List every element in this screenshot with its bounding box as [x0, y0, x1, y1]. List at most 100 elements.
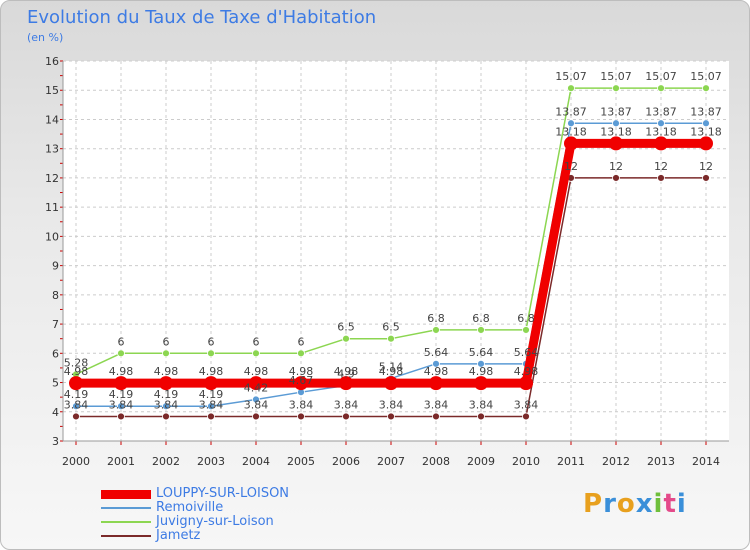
- data-label: 13.87: [555, 105, 587, 118]
- x-tick-label: 2011: [557, 455, 585, 468]
- legend-label-juvigny: Juvigny-sur-Loison: [156, 514, 274, 529]
- x-tick-label: 2008: [422, 455, 450, 468]
- data-point: [249, 376, 263, 391]
- legend-label-remoiville: Remoiville: [156, 500, 224, 515]
- data-point: [432, 326, 440, 334]
- data-label: 3.84: [379, 398, 404, 411]
- data-label: 4.98: [424, 365, 449, 378]
- data-point: [612, 119, 620, 128]
- data-label: 4.98: [334, 365, 359, 378]
- data-point: [522, 412, 530, 421]
- x-tick-label: 2002: [152, 455, 180, 468]
- data-label: 6.5: [382, 321, 400, 334]
- data-point: [117, 402, 125, 411]
- y-tick-label: 3: [52, 435, 59, 448]
- data-point: [477, 412, 485, 421]
- data-label: 6: [163, 335, 170, 348]
- legend-label-louppy: LOUPPY-SUR-LOISON: [156, 486, 290, 501]
- data-point: [339, 376, 353, 391]
- data-label: 5.64: [469, 346, 494, 359]
- data-point: [432, 359, 440, 368]
- chart-subtitle: (en %): [27, 31, 64, 44]
- data-label: 4.19: [199, 388, 224, 401]
- data-point: [69, 376, 83, 391]
- data-point: [612, 84, 620, 93]
- data-point: [702, 119, 710, 128]
- logo-letter: x: [635, 489, 654, 519]
- data-label: 4.19: [64, 388, 89, 401]
- data-label: 3.84: [64, 398, 89, 411]
- y-tick-label: 15: [45, 84, 59, 97]
- x-tick-label: 2007: [377, 455, 405, 468]
- y-tick-label: 9: [52, 260, 59, 273]
- y-tick-label: 11: [45, 201, 59, 214]
- data-point: [702, 174, 710, 182]
- data-point: [117, 349, 125, 358]
- data-label: 13.18: [600, 125, 632, 138]
- data-point: [657, 119, 665, 128]
- data-point: [342, 334, 350, 343]
- data-label: 4.19: [109, 388, 134, 401]
- data-point: [252, 349, 260, 358]
- data-point: [204, 376, 218, 391]
- x-tick-label: 2003: [197, 455, 225, 468]
- x-tick-label: 2001: [107, 455, 135, 468]
- data-label: 13.87: [645, 105, 677, 118]
- data-point: [117, 412, 125, 421]
- data-point: [474, 376, 488, 391]
- data-point: [564, 136, 578, 151]
- data-point: [567, 84, 575, 93]
- y-tick-label: 8: [52, 289, 59, 302]
- data-point: [159, 376, 173, 391]
- data-point: [384, 376, 398, 391]
- data-label: 15.07: [645, 70, 677, 83]
- data-point: [207, 412, 215, 421]
- data-label: 15.07: [555, 70, 587, 83]
- y-tick-label: 5: [52, 377, 59, 390]
- data-point: [612, 174, 620, 182]
- x-tick-label: 2006: [332, 455, 360, 468]
- data-point: [162, 349, 170, 358]
- data-point: [387, 334, 395, 343]
- y-tick-label: 4: [52, 406, 59, 419]
- data-label: 6: [298, 335, 305, 348]
- data-label: 6.8: [517, 312, 535, 325]
- y-tick-label: 14: [45, 113, 59, 126]
- data-label: 12: [654, 160, 668, 173]
- data-point: [654, 136, 668, 151]
- data-label: 6.5: [337, 321, 355, 334]
- data-point: [429, 376, 443, 391]
- data-label: 13.87: [690, 105, 722, 118]
- data-label: 5.14: [379, 360, 404, 373]
- x-tick-label: 2014: [692, 455, 720, 468]
- data-label: 3.84: [469, 398, 494, 411]
- data-label: 6: [208, 335, 215, 348]
- x-tick-label: 2009: [467, 455, 495, 468]
- y-tick-label: 16: [45, 55, 59, 68]
- data-label: 12: [564, 160, 578, 173]
- x-tick-label: 2000: [62, 455, 90, 468]
- data-point: [522, 326, 530, 334]
- data-label: 5.64: [514, 346, 539, 359]
- legend-swatch-juvigny: [101, 515, 151, 529]
- legend-label-jametz: Jametz: [156, 528, 201, 543]
- data-point: [294, 376, 308, 391]
- x-tick-label: 2012: [602, 455, 630, 468]
- y-tick-label: 12: [45, 172, 59, 185]
- data-label: 13.87: [600, 105, 632, 118]
- data-label: 5.28: [64, 356, 89, 369]
- data-label: 3.84: [199, 398, 224, 411]
- data-label: 13.18: [555, 125, 587, 138]
- data-point: [207, 349, 215, 358]
- data-label: 12: [609, 160, 623, 173]
- data-point: [657, 84, 665, 93]
- data-label: 4.98: [199, 365, 224, 378]
- data-label: 4.19: [154, 388, 179, 401]
- data-label: 13.18: [690, 125, 722, 138]
- logo-letter: P: [583, 489, 604, 519]
- data-point: [297, 412, 305, 421]
- data-label: 4.98: [469, 365, 494, 378]
- data-point: [162, 402, 170, 411]
